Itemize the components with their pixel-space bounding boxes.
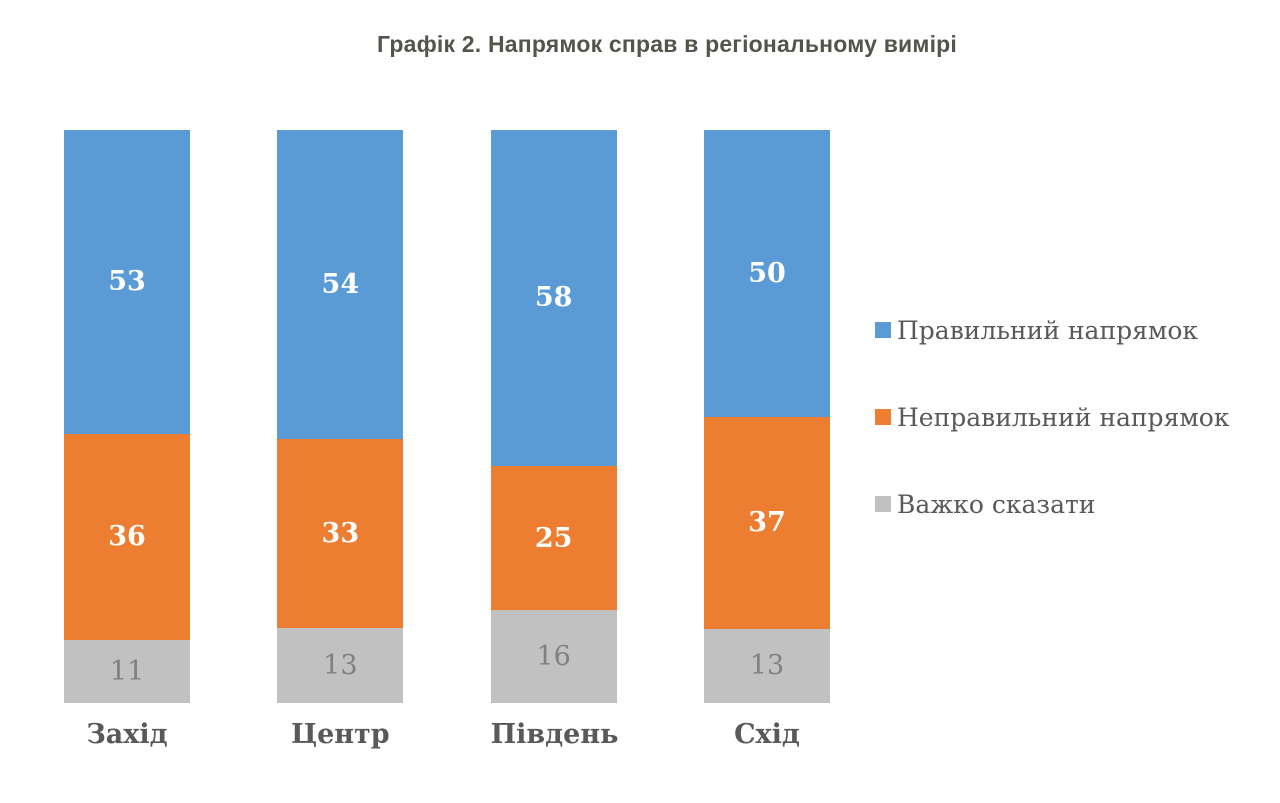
bar-segment: 11	[64, 639, 190, 703]
legend: Правильний напрямок Неправильний напрямок…	[875, 314, 1229, 575]
bar-segment: 36	[64, 433, 190, 640]
plot-area: 53 36 11 54 33 13 58 25 16 50 37 13	[64, 130, 830, 703]
category-axis: Захід Центр Південь Схід	[64, 719, 830, 750]
bar-segment: 25	[490, 465, 617, 611]
bar-1: 53 36 11	[64, 130, 190, 703]
bar-3: 58 25 16	[490, 130, 617, 703]
bar-segment: 37	[703, 416, 830, 629]
chart-title: Графік 2. Напрямок справ в регіональному…	[376, 31, 958, 57]
bar-segment: 53	[64, 130, 190, 434]
data-label: 33	[321, 518, 360, 550]
bar-4: 50 37 13	[703, 130, 830, 703]
bar-segment: 13	[277, 628, 404, 703]
bar-segment: 13	[703, 628, 830, 703]
data-label: 13	[323, 650, 358, 682]
legend-label: Правильний напрямок	[897, 315, 1199, 345]
legend-label: Важко сказати	[897, 489, 1096, 519]
category-label: Схід	[734, 719, 800, 750]
data-label: 16	[536, 641, 571, 673]
data-label: 50	[748, 257, 786, 289]
bar-segment: 33	[277, 439, 404, 629]
data-label: 13	[749, 650, 785, 682]
legend-item: Важко сказати	[875, 488, 1229, 520]
data-label: 25	[534, 522, 573, 554]
bar-2: 54 33 13	[277, 130, 404, 703]
category-label: Південь	[490, 719, 619, 750]
data-label: 11	[109, 655, 145, 687]
legend-swatch-icon	[875, 322, 891, 338]
bar-segment: 54	[277, 130, 404, 440]
bar-segment: 58	[490, 130, 617, 466]
legend-item: Неправильний напрямок	[875, 401, 1229, 433]
data-label: 37	[748, 507, 786, 538]
category-label: Захід	[86, 719, 168, 750]
data-label: 54	[321, 269, 360, 301]
data-label: 58	[534, 282, 573, 314]
bar-segment: 16	[490, 610, 617, 703]
data-label: 36	[108, 521, 146, 553]
legend-swatch-icon	[875, 409, 891, 425]
data-label: 53	[108, 266, 146, 298]
legend-label: Неправильний напрямок	[897, 402, 1230, 432]
legend-swatch-icon	[875, 496, 891, 512]
legend-item: Правильний напрямок	[875, 314, 1229, 346]
category-label: Центр	[291, 719, 390, 750]
bar-segment: 50	[703, 130, 830, 417]
